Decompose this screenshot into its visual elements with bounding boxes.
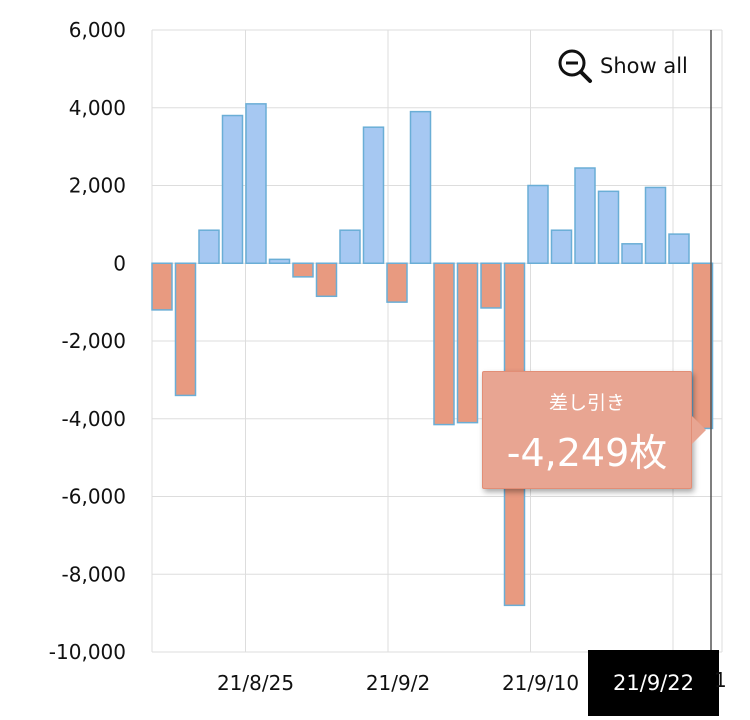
tooltip-label: 差し引き bbox=[548, 392, 625, 414]
bar[interactable] bbox=[362, 126, 385, 264]
bar[interactable] bbox=[339, 229, 361, 265]
y-tick-label: 4,000 bbox=[69, 96, 126, 120]
bar[interactable] bbox=[151, 262, 173, 311]
bar[interactable] bbox=[621, 243, 643, 264]
x-tick-label-clipped: 1 bbox=[714, 668, 727, 692]
show-all-label: Show all bbox=[600, 54, 688, 78]
x-tick-label: 21/9/10 bbox=[502, 671, 579, 695]
x-tick-label: 21/9/2 bbox=[366, 671, 430, 695]
x-tick-label: 21/8/25 bbox=[217, 671, 294, 695]
y-tick-label: 0 bbox=[113, 251, 126, 275]
bar[interactable] bbox=[527, 184, 549, 264]
bar[interactable] bbox=[198, 229, 220, 265]
bar[interactable] bbox=[433, 262, 455, 426]
y-tick-label: -6,000 bbox=[62, 485, 126, 509]
bar[interactable] bbox=[174, 262, 197, 397]
tooltip-value: -4,249枚 bbox=[506, 431, 668, 475]
bar[interactable] bbox=[597, 190, 620, 264]
bar[interactable] bbox=[409, 110, 432, 264]
bar[interactable] bbox=[292, 262, 314, 278]
bar[interactable] bbox=[268, 258, 291, 264]
y-tick-label: -2,000 bbox=[62, 329, 126, 353]
zoom-out-icon bbox=[558, 49, 592, 83]
y-axis-tick-labels: 6,000 4,000 2,000 0 -2,000 -4,000 -6,000 -8,000… bbox=[49, 18, 126, 664]
bar[interactable] bbox=[221, 114, 244, 265]
x-axis-tick-labels: 21/8/25 21/9/2 21/9/10 bbox=[217, 671, 579, 695]
bar[interactable] bbox=[550, 229, 573, 265]
bar[interactable] bbox=[644, 186, 667, 265]
bar[interactable] bbox=[245, 103, 267, 264]
bar[interactable] bbox=[574, 167, 596, 265]
tooltip: 差し引き -4,249枚 bbox=[482, 371, 692, 489]
y-tick-label: -8,000 bbox=[62, 562, 126, 586]
bar[interactable] bbox=[691, 262, 714, 430]
y-tick-label: 6,000 bbox=[69, 18, 126, 42]
crosshair-date-label: 21/9/22 bbox=[588, 650, 719, 716]
y-tick-label: 2,000 bbox=[69, 174, 126, 198]
tooltip-pointer bbox=[692, 416, 706, 444]
y-tick-label: -4,000 bbox=[62, 407, 126, 431]
bar[interactable] bbox=[315, 262, 338, 298]
y-tick-label: -10,000 bbox=[49, 640, 126, 664]
bar[interactable] bbox=[480, 262, 502, 309]
bar[interactable] bbox=[386, 262, 408, 303]
bar[interactable] bbox=[668, 233, 690, 264]
bars bbox=[151, 103, 714, 607]
bar[interactable] bbox=[456, 262, 479, 424]
show-all-button[interactable]: Show all bbox=[556, 46, 688, 86]
